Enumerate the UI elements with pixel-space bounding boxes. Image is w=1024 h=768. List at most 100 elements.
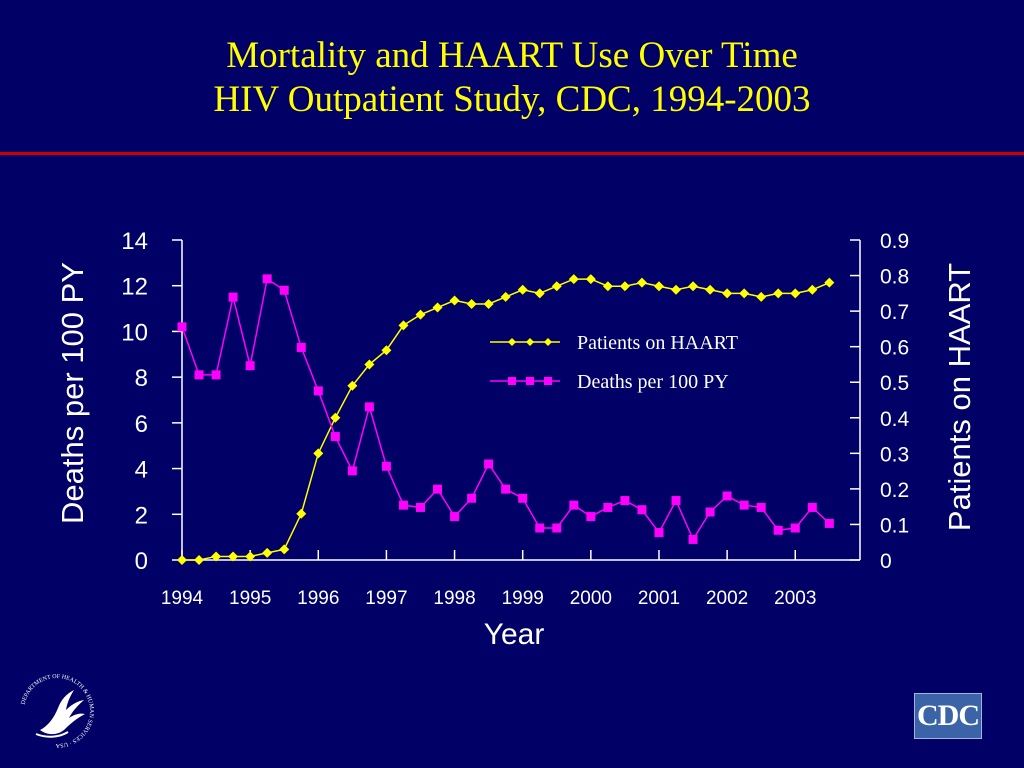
data-point xyxy=(739,500,749,510)
legend-marker xyxy=(526,338,534,346)
x-tick-label: 1998 xyxy=(433,588,475,609)
data-point xyxy=(415,502,425,512)
left-tick-label: 12 xyxy=(121,274,148,301)
data-point xyxy=(194,555,205,565)
data-point xyxy=(381,345,392,356)
data-point xyxy=(449,295,460,306)
data-point xyxy=(466,299,477,309)
data-point xyxy=(671,284,682,295)
data-point xyxy=(807,502,817,512)
x-tick-label: 1999 xyxy=(502,588,544,609)
data-point xyxy=(296,508,307,519)
data-point xyxy=(620,496,630,506)
data-point xyxy=(568,274,579,285)
left-tick-label: 2 xyxy=(135,502,148,529)
data-point xyxy=(585,274,596,285)
data-point xyxy=(467,493,477,503)
data-point xyxy=(552,523,562,533)
data-point xyxy=(534,288,545,299)
right-tick-label: 0.1 xyxy=(880,514,909,537)
legend: Patients on HAART Deaths per 100 PY xyxy=(490,332,738,393)
x-tick-label: 2001 xyxy=(638,588,680,609)
legend-item: Deaths per 100 PY xyxy=(490,371,729,393)
data-point xyxy=(381,461,391,471)
cdc-logo: CDC xyxy=(914,693,982,739)
data-point xyxy=(211,370,221,380)
data-point xyxy=(653,281,664,292)
data-point xyxy=(756,502,766,512)
series-line xyxy=(182,278,830,561)
data-point xyxy=(296,342,306,352)
data-point xyxy=(194,370,204,380)
data-point xyxy=(773,525,783,535)
data-point xyxy=(262,547,273,558)
data-point xyxy=(279,285,289,295)
data-point xyxy=(484,459,494,469)
data-point xyxy=(347,380,358,391)
data-point xyxy=(569,500,579,510)
data-point xyxy=(501,484,511,494)
data-point xyxy=(330,412,341,423)
right-tick-label: 0.5 xyxy=(880,372,909,395)
data-point xyxy=(654,528,664,538)
legend-marker xyxy=(544,377,552,385)
title-divider xyxy=(0,152,1024,155)
data-point xyxy=(433,484,443,494)
left-tick-label: 0 xyxy=(135,548,148,575)
data-point xyxy=(262,274,272,284)
data-point xyxy=(364,402,374,412)
data-point xyxy=(211,551,222,562)
legend-marker xyxy=(526,377,534,385)
data-point xyxy=(619,281,630,292)
data-point xyxy=(177,555,187,565)
data-point xyxy=(517,284,528,295)
data-point xyxy=(398,500,408,510)
left-tick-label: 10 xyxy=(121,319,148,346)
data-point xyxy=(773,288,784,299)
data-point xyxy=(756,291,767,302)
data-point xyxy=(432,302,443,313)
data-point xyxy=(364,359,375,370)
data-point xyxy=(500,291,511,302)
data-point xyxy=(722,491,732,501)
data-point xyxy=(790,288,801,299)
series-deaths xyxy=(177,274,834,544)
data-point xyxy=(824,518,834,528)
data-point xyxy=(688,281,699,292)
slide-title: Mortality and HAART Use Over Time HIV Ou… xyxy=(0,34,1024,122)
data-point xyxy=(688,534,698,544)
data-point xyxy=(245,361,255,371)
data-point xyxy=(450,512,460,522)
y2-axis-label: Patients on HAART xyxy=(942,263,977,531)
x-tick-label: 2003 xyxy=(774,588,816,609)
data-point xyxy=(415,309,426,320)
series-haart xyxy=(177,274,835,565)
left-tick-label: 14 xyxy=(121,228,148,255)
data-point xyxy=(603,502,613,512)
left-axis: 0 2 4 6 8 10 12 14 xyxy=(121,228,183,575)
legend-label: Deaths per 100 PY xyxy=(577,371,729,393)
left-tick-label: 4 xyxy=(135,457,148,484)
data-point xyxy=(245,551,256,562)
right-tick-label: 0.4 xyxy=(880,408,910,431)
data-point xyxy=(330,432,340,442)
data-point xyxy=(551,281,562,292)
left-tick-label: 8 xyxy=(135,365,148,392)
right-axis: 0 0.1 0.2 0.3 0.4 0.5 0.6 0.7 0.8 0.9 xyxy=(850,230,910,573)
data-point xyxy=(518,493,528,503)
data-point xyxy=(671,496,681,506)
x-axis-label: Year xyxy=(484,618,545,651)
right-tick-label: 0.2 xyxy=(880,479,909,502)
data-point xyxy=(535,523,545,533)
data-point xyxy=(636,277,647,288)
data-point xyxy=(790,523,800,533)
x-tick-label: 1994 xyxy=(161,588,204,609)
data-point xyxy=(602,281,613,292)
data-point xyxy=(586,512,596,522)
hhs-eagle-logo: DEPARTMENT OF HEALTH & HUMAN SERVICES · … xyxy=(21,674,94,748)
data-point xyxy=(228,292,238,302)
legend-marker xyxy=(508,377,516,385)
y-axis-label: Deaths per 100 PY xyxy=(55,262,90,524)
data-point xyxy=(637,505,647,515)
right-tick-label: 0.3 xyxy=(880,443,909,466)
